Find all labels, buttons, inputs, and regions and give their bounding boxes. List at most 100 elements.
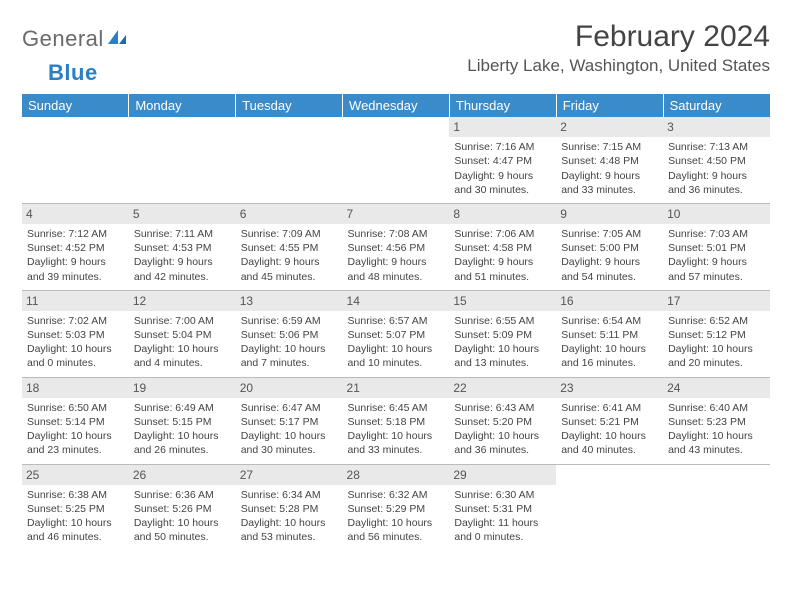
sunset-line: Sunset: 5:23 PM xyxy=(668,415,765,429)
daylight-line-1: Daylight: 10 hours xyxy=(348,429,445,443)
daylight-line-1: Daylight: 10 hours xyxy=(27,516,124,530)
sunrise-line: Sunrise: 6:52 AM xyxy=(668,314,765,328)
day-cell: 27Sunrise: 6:34 AMSunset: 5:28 PMDayligh… xyxy=(236,464,343,550)
day-cell: 24Sunrise: 6:40 AMSunset: 5:23 PMDayligh… xyxy=(663,377,770,464)
day-number: 23 xyxy=(556,378,663,398)
daylight-line-2: and 0 minutes. xyxy=(454,530,551,544)
daylight-line-2: and 33 minutes. xyxy=(348,443,445,457)
sunset-line: Sunset: 4:50 PM xyxy=(668,154,765,168)
sunrise-line: Sunrise: 7:00 AM xyxy=(134,314,231,328)
day-number: 7 xyxy=(343,204,450,224)
daylight-line-2: and 33 minutes. xyxy=(561,183,658,197)
daylight-line-1: Daylight: 9 hours xyxy=(668,255,765,269)
daylight-line-1: Daylight: 11 hours xyxy=(454,516,551,530)
sunset-line: Sunset: 4:56 PM xyxy=(348,241,445,255)
week-row: 11Sunrise: 7:02 AMSunset: 5:03 PMDayligh… xyxy=(22,290,770,377)
sunrise-line: Sunrise: 6:36 AM xyxy=(134,488,231,502)
day-number: 17 xyxy=(663,291,770,311)
sunrise-line: Sunrise: 6:43 AM xyxy=(454,401,551,415)
sunrise-line: Sunrise: 7:11 AM xyxy=(134,227,231,241)
daylight-line-2: and 23 minutes. xyxy=(27,443,124,457)
sunset-line: Sunset: 5:31 PM xyxy=(454,502,551,516)
day-header: Tuesday xyxy=(236,94,343,117)
sunrise-line: Sunrise: 7:16 AM xyxy=(454,140,551,154)
location: Liberty Lake, Washington, United States xyxy=(467,56,770,76)
day-cell: 14Sunrise: 6:57 AMSunset: 5:07 PMDayligh… xyxy=(343,290,450,377)
sunrise-line: Sunrise: 7:05 AM xyxy=(561,227,658,241)
sunset-line: Sunset: 5:17 PM xyxy=(241,415,338,429)
daylight-line-2: and 36 minutes. xyxy=(668,183,765,197)
daylight-line-1: Daylight: 9 hours xyxy=(561,169,658,183)
daylight-line-2: and 51 minutes. xyxy=(454,270,551,284)
day-number: 26 xyxy=(129,465,236,485)
day-cell xyxy=(663,464,770,550)
day-number: 5 xyxy=(129,204,236,224)
day-number: 25 xyxy=(22,465,129,485)
day-cell: 25Sunrise: 6:38 AMSunset: 5:25 PMDayligh… xyxy=(22,464,129,550)
daylight-line-2: and 54 minutes. xyxy=(561,270,658,284)
day-number: 8 xyxy=(449,204,556,224)
daylight-line-2: and 20 minutes. xyxy=(668,356,765,370)
daylight-line-2: and 39 minutes. xyxy=(27,270,124,284)
daylight-line-1: Daylight: 9 hours xyxy=(348,255,445,269)
daylight-line-2: and 45 minutes. xyxy=(241,270,338,284)
day-header: Monday xyxy=(129,94,236,117)
sunset-line: Sunset: 5:11 PM xyxy=(561,328,658,342)
logo: General xyxy=(22,26,128,52)
daylight-line-2: and 7 minutes. xyxy=(241,356,338,370)
sunset-line: Sunset: 5:25 PM xyxy=(27,502,124,516)
daylight-line-2: and 26 minutes. xyxy=(134,443,231,457)
daylight-line-2: and 36 minutes. xyxy=(454,443,551,457)
week-row: 25Sunrise: 6:38 AMSunset: 5:25 PMDayligh… xyxy=(22,464,770,550)
logo-sail-icon xyxy=(106,28,128,51)
sunset-line: Sunset: 5:18 PM xyxy=(348,415,445,429)
day-cell: 20Sunrise: 6:47 AMSunset: 5:17 PMDayligh… xyxy=(236,377,343,464)
daylight-line-1: Daylight: 9 hours xyxy=(561,255,658,269)
daylight-line-1: Daylight: 10 hours xyxy=(561,342,658,356)
daylight-line-2: and 40 minutes. xyxy=(561,443,658,457)
daylight-line-1: Daylight: 10 hours xyxy=(668,429,765,443)
daylight-line-2: and 48 minutes. xyxy=(348,270,445,284)
day-cell: 11Sunrise: 7:02 AMSunset: 5:03 PMDayligh… xyxy=(22,290,129,377)
week-row: 1Sunrise: 7:16 AMSunset: 4:47 PMDaylight… xyxy=(22,117,770,203)
day-cell: 13Sunrise: 6:59 AMSunset: 5:06 PMDayligh… xyxy=(236,290,343,377)
sunset-line: Sunset: 5:21 PM xyxy=(561,415,658,429)
sunrise-line: Sunrise: 6:30 AM xyxy=(454,488,551,502)
daylight-line-1: Daylight: 10 hours xyxy=(561,429,658,443)
sunrise-line: Sunrise: 6:32 AM xyxy=(348,488,445,502)
sunrise-line: Sunrise: 6:49 AM xyxy=(134,401,231,415)
daylight-line-2: and 30 minutes. xyxy=(241,443,338,457)
day-number: 15 xyxy=(449,291,556,311)
day-number: 4 xyxy=(22,204,129,224)
day-number: 11 xyxy=(22,291,129,311)
daylight-line-2: and 46 minutes. xyxy=(27,530,124,544)
daylight-line-1: Daylight: 10 hours xyxy=(134,429,231,443)
sunset-line: Sunset: 5:09 PM xyxy=(454,328,551,342)
daylight-line-1: Daylight: 9 hours xyxy=(454,169,551,183)
sunrise-line: Sunrise: 6:47 AM xyxy=(241,401,338,415)
daylight-line-2: and 43 minutes. xyxy=(668,443,765,457)
daylight-line-2: and 30 minutes. xyxy=(454,183,551,197)
day-cell: 4Sunrise: 7:12 AMSunset: 4:52 PMDaylight… xyxy=(22,203,129,290)
daylight-line-2: and 53 minutes. xyxy=(241,530,338,544)
day-cell: 3Sunrise: 7:13 AMSunset: 4:50 PMDaylight… xyxy=(663,117,770,203)
day-header: Sunday xyxy=(22,94,129,117)
logo-text-gray: General xyxy=(22,26,104,52)
day-cell: 2Sunrise: 7:15 AMSunset: 4:48 PMDaylight… xyxy=(556,117,663,203)
day-number: 27 xyxy=(236,465,343,485)
title-block: February 2024 Liberty Lake, Washington, … xyxy=(467,20,770,76)
day-cell: 26Sunrise: 6:36 AMSunset: 5:26 PMDayligh… xyxy=(129,464,236,550)
logo-text-blue: Blue xyxy=(48,60,98,86)
daylight-line-2: and 0 minutes. xyxy=(27,356,124,370)
day-number: 20 xyxy=(236,378,343,398)
daylight-line-2: and 10 minutes. xyxy=(348,356,445,370)
sunrise-line: Sunrise: 6:40 AM xyxy=(668,401,765,415)
week-row: 18Sunrise: 6:50 AMSunset: 5:14 PMDayligh… xyxy=(22,377,770,464)
day-number: 21 xyxy=(343,378,450,398)
day-cell: 29Sunrise: 6:30 AMSunset: 5:31 PMDayligh… xyxy=(449,464,556,550)
day-number: 13 xyxy=(236,291,343,311)
sunset-line: Sunset: 5:29 PM xyxy=(348,502,445,516)
sunset-line: Sunset: 4:53 PM xyxy=(134,241,231,255)
day-cell: 12Sunrise: 7:00 AMSunset: 5:04 PMDayligh… xyxy=(129,290,236,377)
day-number: 1 xyxy=(449,117,556,137)
